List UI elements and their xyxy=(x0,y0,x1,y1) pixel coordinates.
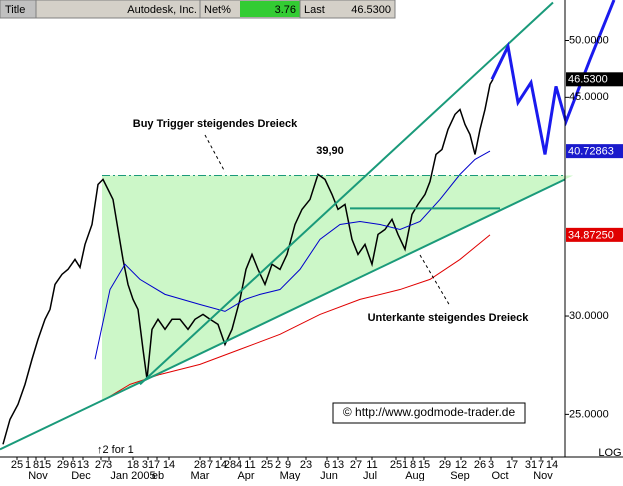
price-box xyxy=(566,72,623,87)
annotation: Unterkante steigendes Dreieck xyxy=(368,312,530,324)
x-tick-label: 29 xyxy=(57,459,69,471)
x-tick-label: 25 xyxy=(11,459,23,471)
x-tick-label: 27 xyxy=(350,459,362,471)
x-tick-label: 25 xyxy=(390,459,402,471)
price-box-label: 34.87250 xyxy=(568,229,614,241)
header-name: Autodesk, Inc. xyxy=(127,4,197,16)
x-tick-label: 27 xyxy=(95,459,107,471)
price-line xyxy=(2,78,494,445)
last-value: 46.5300 xyxy=(351,4,391,16)
copyright-box xyxy=(332,402,526,424)
line xyxy=(94,150,491,360)
y-tick-label: 50.0000 xyxy=(569,34,609,46)
scale-label: LOG xyxy=(598,447,621,459)
x-tick-label: 14 xyxy=(215,459,227,471)
month-label: Jun xyxy=(320,470,338,481)
x-tick-label: 7 xyxy=(538,459,544,471)
annotation: © http://www.godmode-trader.de xyxy=(343,405,516,419)
pointer xyxy=(204,134,226,173)
x-tick-label: 4 xyxy=(236,459,242,471)
line xyxy=(0,178,566,451)
x-tick-label: 11 xyxy=(366,459,377,471)
month-label: Aug xyxy=(405,470,425,481)
x-tick-label: 12 xyxy=(455,459,467,471)
x-tick-label: 13 xyxy=(332,459,344,471)
month-label: Dec xyxy=(71,470,91,481)
price-box-label: 40.72863 xyxy=(568,146,614,158)
x-tick-label: 28 xyxy=(194,459,206,471)
y-tick-label: 45.0000 xyxy=(569,91,609,103)
x-tick-label: 7 xyxy=(207,459,213,471)
month-label: May xyxy=(280,470,301,481)
month-label: Apr xyxy=(237,470,254,481)
x-tick-label: 15 xyxy=(39,459,51,471)
month-label: Jul xyxy=(363,470,377,481)
x-tick-label: 1 xyxy=(402,459,408,471)
plot-area: 39,90 xyxy=(0,0,616,451)
x-tick-label: 11 xyxy=(244,459,255,471)
net-cell xyxy=(240,1,300,17)
net-label: Net% xyxy=(204,4,231,16)
x-tick-label: 3 xyxy=(106,459,112,471)
price-box xyxy=(566,227,623,242)
month-label: Oct xyxy=(491,470,508,481)
peak-label: 39,90 xyxy=(316,145,344,157)
price-box xyxy=(566,144,623,159)
header-label: Title xyxy=(5,4,25,16)
line xyxy=(139,1,554,386)
y-tick-label: 30.0000 xyxy=(569,310,609,322)
x-tick-label: 31 xyxy=(525,459,537,471)
x-tick-label: 2 xyxy=(275,459,281,471)
x-tick-label: 14 xyxy=(163,459,175,471)
pointer xyxy=(419,254,451,307)
x-tick-label: 9 xyxy=(285,459,291,471)
x-tick-label: 15 xyxy=(418,459,430,471)
month-label: eb xyxy=(152,470,164,481)
month-label: Mar xyxy=(191,470,210,481)
price-box-label: 46.5300 xyxy=(568,74,608,86)
last-label: Last xyxy=(304,4,325,16)
x-tick-label: 31 xyxy=(142,459,154,471)
month-label: Sep xyxy=(450,470,470,481)
x-tick-label: 17 xyxy=(506,459,518,471)
annotation: Buy Trigger steigendes Dreieck xyxy=(133,118,298,130)
x-tick-label: 1 xyxy=(25,459,31,471)
x-tick-label: 3 xyxy=(488,459,494,471)
x-tick-label: 8 xyxy=(33,459,39,471)
x-tick-label: 25 xyxy=(261,459,273,471)
net-value: 3.76 xyxy=(275,4,296,16)
header: Title Autodesk, Inc. Net% 3.76 Last 46.5… xyxy=(0,0,396,19)
month-label: Nov xyxy=(533,470,553,481)
month-label: Nov xyxy=(28,470,48,481)
x-tick-label: 26 xyxy=(474,459,486,471)
x-tick-label: 6 xyxy=(324,459,330,471)
header-bar xyxy=(0,0,396,19)
x-tick-label: 14 xyxy=(546,459,558,471)
month-label: Jan 2005 xyxy=(110,470,155,481)
x-tick-label: 7 xyxy=(154,459,160,471)
x-tick-label: 8 xyxy=(410,459,416,471)
x-tick-label: 13 xyxy=(77,459,89,471)
annotation: ↑2 for 1 xyxy=(97,444,134,456)
x-tick-label: 23 xyxy=(300,459,312,471)
x-tick-label: 28 xyxy=(224,459,236,471)
y-tick-label: 25.0000 xyxy=(569,408,609,420)
header-cell xyxy=(0,0,37,19)
x-tick-label: 6 xyxy=(70,459,76,471)
x-tick-label: 18 xyxy=(127,459,139,471)
x-tick-label: 29 xyxy=(439,459,451,471)
